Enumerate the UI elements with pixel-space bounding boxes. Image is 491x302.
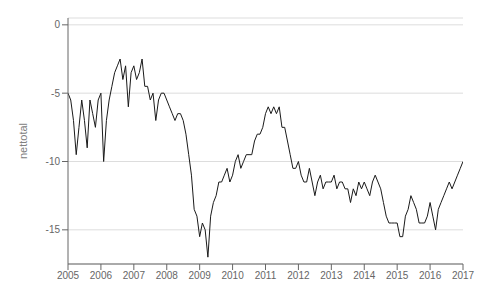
svg-text:2011: 2011 (255, 270, 277, 281)
svg-text:-10: -10 (46, 156, 61, 167)
svg-text:2012: 2012 (287, 270, 310, 281)
svg-text:-15: -15 (46, 224, 61, 235)
svg-text:2013: 2013 (320, 270, 343, 281)
svg-text:2010: 2010 (221, 270, 244, 281)
svg-text:2009: 2009 (189, 270, 212, 281)
svg-text:2014: 2014 (353, 270, 376, 281)
svg-text:2007: 2007 (123, 270, 146, 281)
svg-text:2016: 2016 (419, 270, 442, 281)
svg-text:2017: 2017 (452, 270, 475, 281)
svg-text:2005: 2005 (57, 270, 80, 281)
svg-text:0: 0 (54, 19, 60, 30)
svg-text:-5: -5 (51, 88, 60, 99)
svg-text:nettotal: nettotal (17, 123, 29, 159)
svg-text:2015: 2015 (386, 270, 409, 281)
svg-text:2006: 2006 (90, 270, 113, 281)
svg-text:2008: 2008 (156, 270, 179, 281)
